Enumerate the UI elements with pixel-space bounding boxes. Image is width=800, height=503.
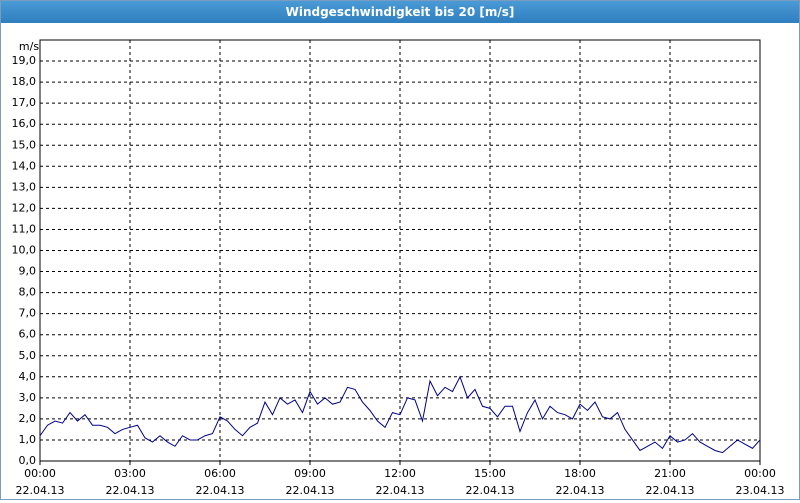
y-tick-label: 1,0 bbox=[19, 433, 37, 446]
y-unit: m/s bbox=[19, 40, 39, 53]
y-tick-label: 4,0 bbox=[19, 370, 37, 383]
x-tick-date: 22.04.13 bbox=[376, 484, 425, 497]
y-tick-label: 10,0 bbox=[12, 244, 37, 257]
y-tick-label: 13,0 bbox=[12, 180, 37, 193]
x-tick-date: 22.04.13 bbox=[286, 484, 335, 497]
x-tick-date: 22.04.13 bbox=[16, 484, 65, 497]
x-tick-label: 12:00 bbox=[384, 467, 416, 480]
y-tick-label: 5,0 bbox=[19, 349, 37, 362]
x-tick-date: 22.04.13 bbox=[106, 484, 155, 497]
y-tick-label: 19,0 bbox=[12, 54, 37, 67]
y-tick-label: 17,0 bbox=[12, 96, 37, 109]
x-tick-label: 15:00 bbox=[474, 467, 506, 480]
x-tick-date: 22.04.13 bbox=[556, 484, 605, 497]
x-tick-date: 22.04.13 bbox=[646, 484, 695, 497]
x-tick-label: 09:00 bbox=[294, 467, 326, 480]
x-tick-date: 22.04.13 bbox=[196, 484, 245, 497]
y-tick-label: 2,0 bbox=[19, 412, 37, 425]
x-tick-label: 06:00 bbox=[204, 467, 236, 480]
y-tick-label: 0,0 bbox=[19, 454, 37, 467]
chart-title: Windgeschwindigkeit bis 20 [m/s] bbox=[1, 1, 799, 23]
y-tick-label: 9,0 bbox=[19, 265, 37, 278]
y-tick-label: 3,0 bbox=[19, 391, 37, 404]
x-tick-label: 21:00 bbox=[654, 467, 686, 480]
y-tick-label: 11,0 bbox=[12, 222, 37, 235]
y-tick-label: 6,0 bbox=[19, 328, 37, 341]
y-tick-label: 14,0 bbox=[12, 159, 37, 172]
x-tick-label: 03:00 bbox=[114, 467, 146, 480]
x-tick-label: 18:00 bbox=[564, 467, 596, 480]
x-tick-date: 22.04.13 bbox=[466, 484, 515, 497]
y-tick-label: 8,0 bbox=[19, 286, 37, 299]
x-tick-label: 00:00 bbox=[24, 467, 56, 480]
y-tick-label: 16,0 bbox=[12, 117, 37, 130]
data-line bbox=[39, 375, 761, 454]
y-tick-label: 15,0 bbox=[12, 138, 37, 151]
x-tick-date: 23.04.13 bbox=[736, 484, 785, 497]
y-tick-label: 7,0 bbox=[19, 307, 37, 320]
y-tick-label: 12,0 bbox=[12, 201, 37, 214]
chart: m/s 0,0 1,0 2,0 3,0 4,0 5,0 6,0 7,0 8,0 9,0 10,0 11… bbox=[12, 39, 785, 497]
y-tick-label: 18,0 bbox=[12, 75, 37, 88]
x-tick-label: 00:00 bbox=[744, 467, 776, 480]
